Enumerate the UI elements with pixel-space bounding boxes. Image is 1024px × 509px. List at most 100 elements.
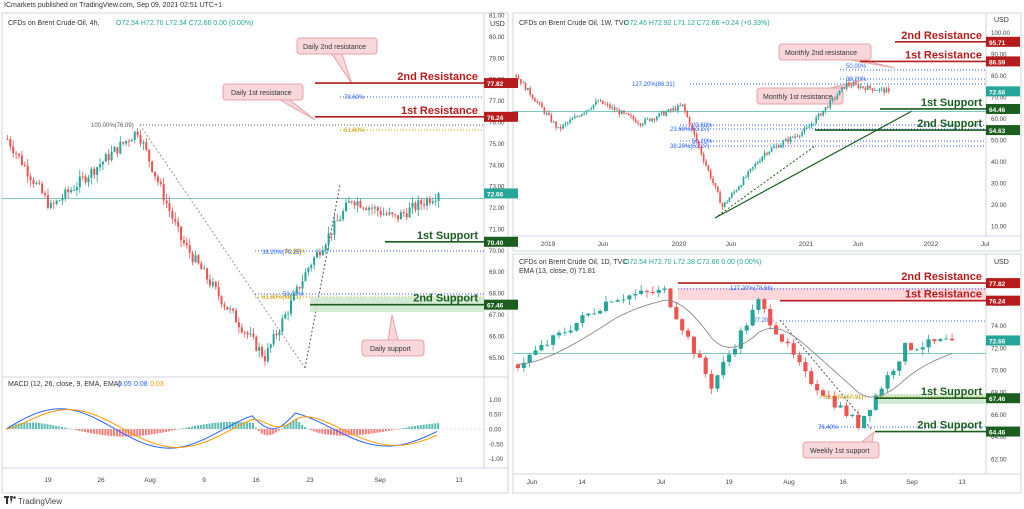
candle-body [559, 126, 562, 129]
candle-body [571, 118, 574, 120]
macd-histogram-bar [52, 425, 55, 429]
candle-body [330, 233, 333, 235]
candle-body [791, 343, 796, 355]
macd-histogram-bar [396, 429, 399, 430]
candle-body [585, 110, 588, 113]
current-price-tag [484, 188, 518, 199]
candle-body [580, 114, 583, 117]
candle-body [888, 88, 890, 92]
candle-body [289, 300, 293, 314]
candle-body [145, 142, 148, 150]
candle-body [621, 299, 626, 301]
macd-histogram-bar [225, 421, 228, 429]
x-tick-label: Sep [906, 479, 918, 486]
macd-histogram-bar [231, 421, 234, 429]
candle-body [255, 336, 258, 351]
candle-body [785, 341, 790, 344]
macd-histogram-bar [373, 429, 376, 434]
fib-label: 50.00% [846, 64, 867, 70]
candle-body [672, 108, 675, 111]
x-tick-label: 13 [455, 477, 463, 484]
candle-body [15, 153, 18, 154]
macd-histogram-bar [98, 429, 101, 435]
macd-histogram-bar [376, 429, 379, 433]
candle-body [747, 171, 750, 177]
candle-body [26, 165, 29, 177]
candle-body [606, 104, 609, 106]
price-tag-text: 76.24 [487, 115, 504, 122]
candle-body [428, 198, 431, 204]
candle-body [90, 168, 93, 178]
macd-histogram-bar [159, 429, 162, 433]
candle-body [214, 281, 217, 288]
candle-body [592, 104, 595, 109]
candle-body [321, 250, 324, 256]
candle-body [782, 141, 785, 145]
candle-body [766, 152, 768, 155]
x-tick-label: 23 [306, 477, 314, 484]
y-tick-label: 76.00 [489, 119, 505, 126]
candle-body [813, 123, 815, 125]
x-tick-label: 14 [578, 479, 586, 486]
y-tick-label: 60.00 [991, 116, 1007, 123]
y-tick-label: 30.00 [991, 181, 1007, 188]
fib-label: 38.20%(53.27) [670, 144, 709, 150]
y-tick-label: 77.00 [489, 98, 505, 105]
x-tick-label: 26 [97, 477, 105, 484]
candle-body [84, 176, 87, 183]
candle-body [838, 90, 841, 96]
x-tick-label: 19 [725, 479, 733, 486]
macd-histogram-bar [350, 429, 353, 436]
candle-body [20, 155, 23, 166]
candle-body [677, 105, 679, 111]
macd-histogram-bar [95, 429, 98, 435]
candle-body [637, 122, 639, 124]
macd-histogram-bar [179, 428, 182, 430]
candle-body [691, 125, 693, 129]
fib-label: 127.20%(86.31) [632, 82, 675, 88]
callout-text: Daily support [370, 346, 411, 353]
candle-body [749, 168, 752, 172]
candle-body [133, 131, 136, 140]
macd-histogram-bar [275, 429, 278, 433]
candle-body [703, 357, 708, 374]
macd-histogram-bar [321, 429, 324, 434]
x-tick-label: Jun [853, 241, 864, 248]
candle-body [700, 146, 703, 155]
candle-body [194, 255, 197, 263]
candle-body [903, 343, 908, 362]
candle-body [515, 75, 517, 77]
macd-histogram-bar [364, 429, 367, 435]
candle-body [122, 142, 125, 144]
y-tick-label: 62.00 [991, 456, 1007, 463]
macd-histogram-bar [176, 429, 179, 430]
candle-body [768, 151, 771, 155]
candle-body [805, 127, 808, 129]
macd-histogram-bar [220, 422, 223, 429]
candle-body [310, 265, 313, 268]
chart-canvas: CFDs on Brent Crude Oil, 4h, O72.54 H72.… [1, 12, 1022, 494]
candle-body [604, 103, 607, 105]
candle-body [87, 177, 90, 183]
candle-body [914, 349, 919, 351]
macd-histogram-bar [26, 422, 29, 429]
macd-histogram-bar [301, 424, 304, 429]
candle-body [408, 207, 411, 218]
macd-histogram-bar [58, 426, 61, 429]
candle-body [681, 104, 684, 106]
candle-body [602, 100, 604, 104]
candle-body [96, 167, 99, 175]
macd-histogram-bar [422, 424, 425, 429]
candle-body [41, 183, 44, 194]
macd-histogram-bar [304, 427, 307, 429]
candle-body [885, 375, 890, 389]
candle-body [752, 166, 754, 169]
candle-body [709, 170, 712, 179]
candle-body [856, 414, 861, 428]
candle-body [595, 101, 597, 105]
fib-label: 38.20% [846, 77, 867, 83]
macd-histogram-bar [234, 421, 237, 429]
callout-text: Daily 1st resistance [231, 90, 292, 97]
candle-body [399, 212, 402, 220]
candle-body [119, 142, 122, 154]
